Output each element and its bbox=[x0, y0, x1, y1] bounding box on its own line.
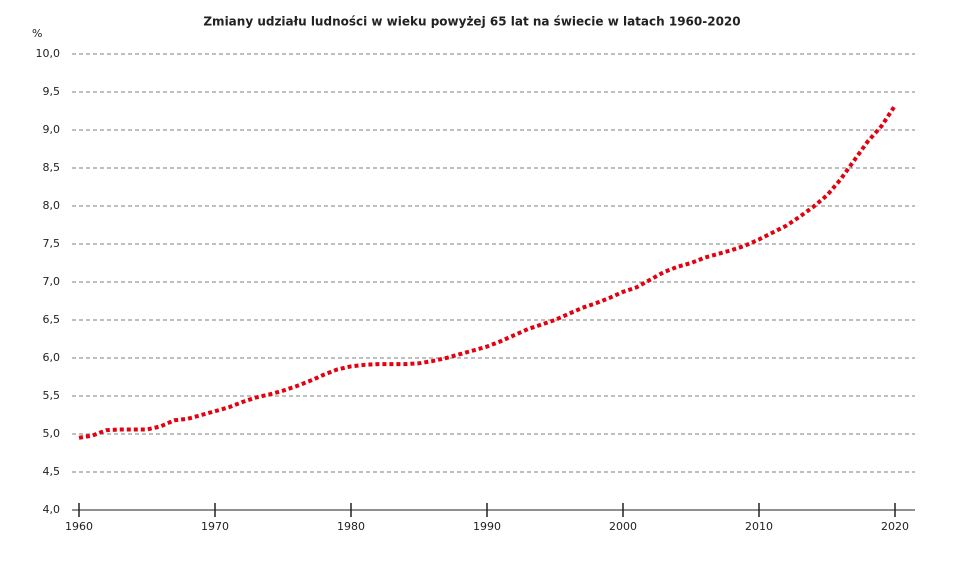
y-tick-label: 6,0 bbox=[43, 351, 61, 364]
y-tick-label: 7,0 bbox=[43, 275, 61, 288]
y-tick-label: 7,5 bbox=[43, 237, 61, 250]
y-tick-label: 9,5 bbox=[43, 85, 61, 98]
y-tick-label: 8,5 bbox=[43, 161, 61, 174]
y-tick-label: 4,0 bbox=[43, 503, 61, 516]
x-tick-label: 2000 bbox=[609, 520, 637, 533]
data-line bbox=[78, 104, 897, 440]
y-tick-label: 10,0 bbox=[36, 47, 61, 60]
y-tick-label: 4,5 bbox=[43, 465, 61, 478]
x-tick-label: 1980 bbox=[337, 520, 365, 533]
y-tick-label: 5,5 bbox=[43, 389, 61, 402]
x-tick-label: 2010 bbox=[745, 520, 773, 533]
x-tick-label: 2020 bbox=[881, 520, 909, 533]
y-tick-label: 9,0 bbox=[43, 123, 61, 136]
x-tick-label: 1990 bbox=[473, 520, 501, 533]
y-tick-label: 6,5 bbox=[43, 313, 61, 326]
chart-title: Zmiany udziału ludności w wieku powyżej … bbox=[203, 15, 740, 29]
y-axis-label: % bbox=[32, 27, 42, 40]
y-tick-label: 8,0 bbox=[43, 199, 61, 212]
x-tick-label: 1970 bbox=[201, 520, 229, 533]
x-tick-label: 1960 bbox=[65, 520, 93, 533]
y-tick-label: 5,0 bbox=[43, 427, 61, 440]
